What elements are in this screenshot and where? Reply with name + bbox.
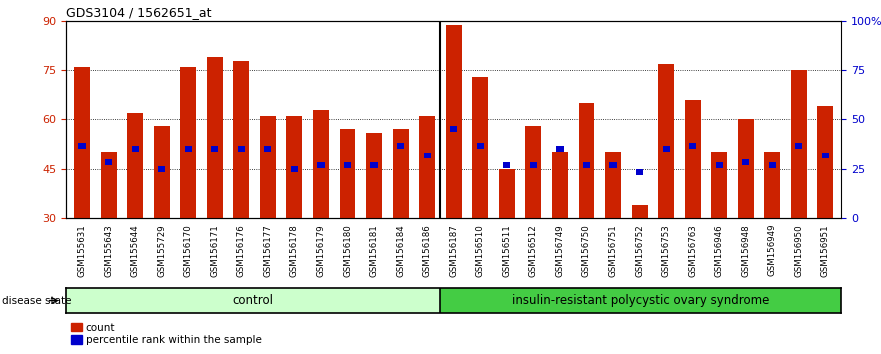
Bar [450, 126, 457, 132]
Bar [769, 162, 776, 168]
Bar [74, 67, 90, 218]
Bar [238, 146, 245, 152]
Bar [818, 107, 833, 218]
Bar [371, 162, 378, 168]
Legend: count, percentile rank within the sample: count, percentile rank within the sample [71, 322, 262, 345]
Bar [822, 153, 829, 159]
Text: insulin-resistant polycystic ovary syndrome: insulin-resistant polycystic ovary syndr… [512, 294, 769, 307]
Bar [791, 70, 807, 218]
Bar [658, 64, 674, 218]
Bar [105, 159, 112, 165]
Bar [742, 159, 750, 165]
Bar [286, 116, 302, 218]
Bar [477, 143, 484, 149]
Bar [260, 116, 276, 218]
Bar [153, 126, 170, 218]
Bar [685, 100, 700, 218]
Text: control: control [233, 294, 274, 307]
Bar [317, 162, 324, 168]
Bar [689, 143, 696, 149]
Bar [158, 166, 166, 172]
Bar [503, 162, 510, 168]
Bar [583, 162, 590, 168]
Bar [233, 61, 249, 218]
Bar [185, 146, 192, 152]
Text: GDS3104 / 1562651_at: GDS3104 / 1562651_at [66, 6, 211, 19]
Bar [499, 169, 515, 218]
Bar [207, 57, 223, 218]
Bar [397, 143, 404, 149]
Bar [344, 162, 352, 168]
Bar [211, 146, 218, 152]
Bar [264, 146, 271, 152]
Bar [100, 152, 116, 218]
Bar [127, 113, 143, 218]
Bar [715, 162, 722, 168]
Bar [313, 110, 329, 218]
Bar [525, 126, 541, 218]
Bar [632, 205, 648, 218]
Bar [424, 153, 431, 159]
Bar [181, 67, 196, 218]
Bar [556, 146, 564, 152]
Bar [446, 24, 462, 218]
Text: disease state: disease state [2, 296, 71, 306]
Bar [393, 129, 409, 218]
Bar [663, 146, 670, 152]
Bar [610, 162, 617, 168]
Bar [711, 152, 727, 218]
Bar [552, 152, 568, 218]
Bar [796, 143, 803, 149]
Bar [78, 143, 85, 149]
Bar [737, 120, 754, 218]
Bar [291, 166, 298, 172]
Bar [472, 77, 488, 218]
Bar [339, 129, 355, 218]
Bar [131, 146, 138, 152]
Bar [419, 116, 435, 218]
Bar [765, 152, 781, 218]
Bar [579, 103, 595, 218]
Bar [529, 162, 537, 168]
Bar [366, 133, 382, 218]
Bar [605, 152, 621, 218]
Bar [636, 169, 643, 175]
